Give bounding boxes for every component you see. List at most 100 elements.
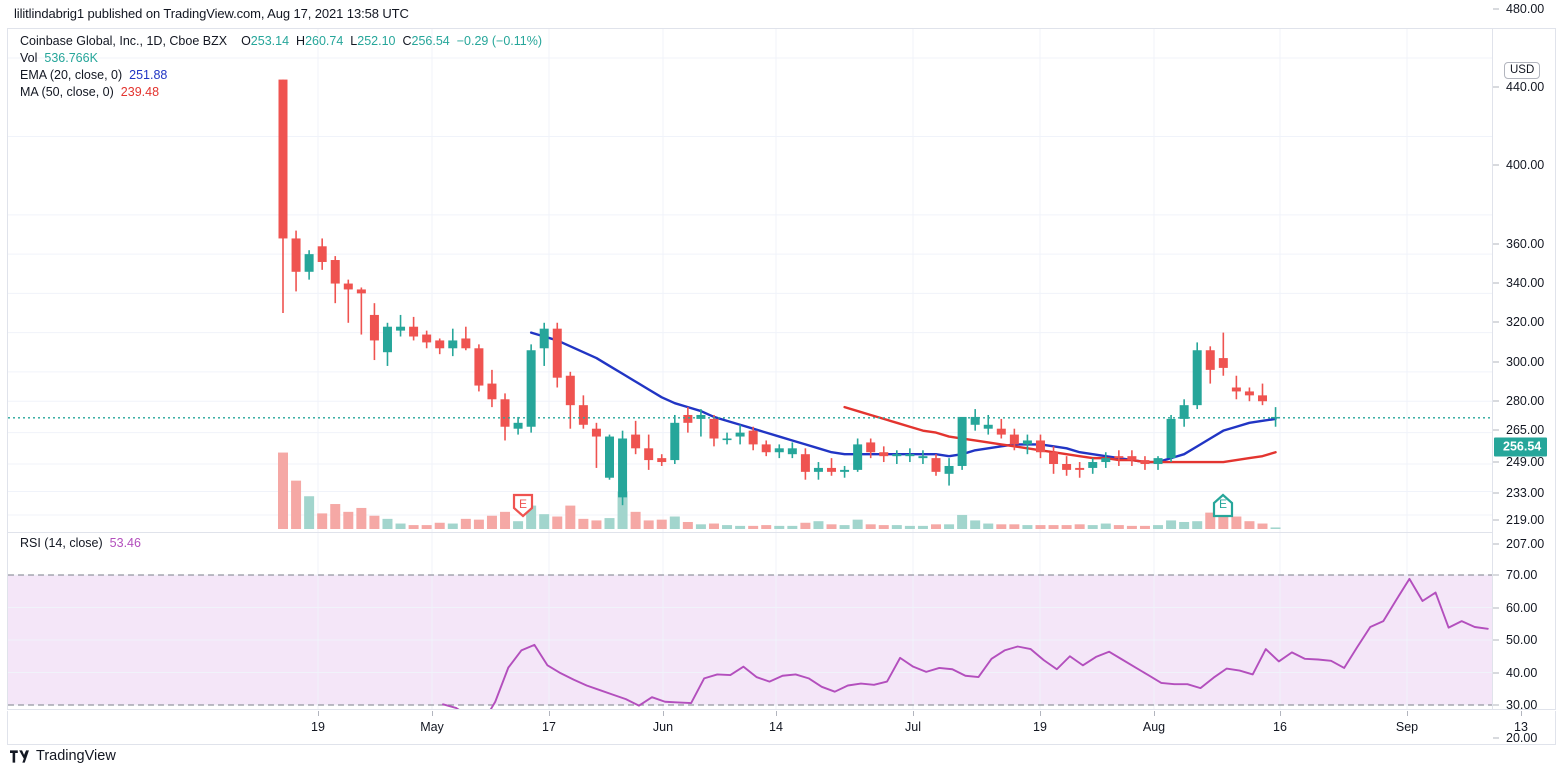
rsi-axis-label: 60.00: [1506, 600, 1538, 615]
candlestick: [1205, 346, 1215, 384]
candlestick: [539, 322, 549, 366]
volume-bar: [617, 491, 628, 529]
candlestick: [304, 250, 314, 280]
candlestick: [1035, 434, 1045, 459]
volume-bar: [473, 519, 484, 529]
candlestick: [1088, 458, 1098, 474]
candlestick: [1244, 387, 1254, 402]
volume-bar: [1179, 521, 1190, 529]
volume-bar: [957, 514, 968, 529]
candlestick: [879, 446, 889, 463]
earnings-marker-down: E: [512, 493, 534, 518]
volume-bar: [604, 518, 615, 529]
rsi-axis-label: 70.00: [1506, 568, 1538, 582]
price-axis-tick: [1493, 400, 1499, 402]
candlestick: [1140, 456, 1150, 470]
candlestick: [1258, 383, 1267, 406]
time-axis-tick: [318, 711, 319, 716]
price-axis-tick: [1493, 282, 1499, 284]
volume-bar: [643, 520, 654, 529]
rsi-axis-label: 30.00: [1506, 698, 1538, 712]
volume-bar: [761, 525, 772, 529]
volume-bar: [539, 514, 550, 529]
volume-bar: [1048, 525, 1059, 529]
rsi-axis-tick: [1493, 574, 1499, 576]
volume-bar: [578, 518, 589, 529]
currency-badge[interactable]: USD: [1504, 62, 1541, 79]
rsi-axis-label: 50.00: [1506, 633, 1538, 647]
rsi-axis-tick: [1493, 639, 1499, 641]
candlestick: [866, 438, 876, 459]
candlestick: [330, 256, 340, 304]
candlestick: [1218, 332, 1228, 376]
rsi-chart-svg: [8, 533, 1492, 709]
volume-bar: [878, 525, 889, 529]
volume-bar: [669, 516, 680, 529]
volume-bar: [304, 496, 315, 529]
volume-bar: [408, 525, 419, 529]
candlestick: [356, 287, 366, 335]
tradingview-brand: TradingView: [10, 748, 116, 764]
candlestick: [435, 338, 445, 355]
candlestick: [1153, 456, 1163, 470]
candlestick: [565, 371, 575, 429]
price-axis-label: 265.00: [1506, 423, 1545, 438]
volume-bar: [1192, 521, 1203, 529]
candlestick: [382, 322, 392, 366]
candlestick: [317, 238, 327, 270]
time-axis-label: 13: [1514, 720, 1528, 734]
price-axis-tick: [1493, 361, 1499, 363]
price-axis-tick: [1493, 243, 1499, 245]
volume-bar: [944, 524, 955, 529]
volume-bar: [526, 505, 537, 529]
candlestick: [722, 432, 732, 445]
volume-bar: [1231, 516, 1242, 529]
volume-bar: [931, 524, 941, 529]
volume-bar: [1126, 525, 1137, 529]
volume-bar: [695, 524, 706, 529]
time-axis-tick: [1040, 711, 1041, 716]
rsi-axis-tick: [1493, 704, 1499, 706]
candlestick: [1101, 452, 1111, 468]
candlestick: [552, 322, 562, 388]
price-axis[interactable]: USD 256.54 480.00 440.00 400.00 360.00 340.0…: [1493, 2, 1556, 745]
candlestick: [787, 442, 797, 459]
volume-bar: [1218, 507, 1229, 529]
candlestick: [500, 393, 510, 441]
rsi-pane[interactable]: RSI (14, close) 53.46: [8, 533, 1492, 709]
volume-bar: [395, 523, 406, 529]
candlestick: [461, 326, 471, 351]
tradingview-logo-icon: [10, 749, 30, 763]
svg-text:E: E: [1219, 497, 1227, 511]
time-axis-tick: [663, 711, 664, 716]
earnings-marker-up: E: [1212, 493, 1234, 518]
candlestick: [970, 409, 980, 431]
time-axis[interactable]: 19 May 17 Jun 14 Jul 19 Aug 16 Sep 13: [7, 711, 1556, 745]
price-axis-tick: [1493, 519, 1499, 521]
candlestick: [448, 328, 458, 357]
volume-bar: [748, 525, 759, 529]
candlestick: [591, 422, 601, 468]
current-price-badge: 256.54: [1494, 437, 1548, 457]
candlestick: [1022, 434, 1032, 455]
volume-bar: [1153, 525, 1164, 529]
volume-bar: [1257, 523, 1268, 529]
candlestick: [800, 448, 810, 480]
brand-name: TradingView: [36, 748, 116, 764]
price-axis-tick: [1493, 8, 1499, 10]
price-axis-label: 300.00: [1506, 354, 1545, 369]
volume-bar: [970, 520, 981, 529]
time-axis-tick: [1280, 711, 1281, 716]
volume-bar: [735, 525, 746, 529]
price-axis-label: 233.00: [1506, 486, 1545, 500]
candlestick: [709, 414, 719, 447]
candlestick: [657, 454, 667, 466]
time-axis-tick: [549, 711, 550, 716]
price-axis-label: 400.00: [1506, 158, 1545, 173]
price-axis-tick: [1493, 164, 1499, 166]
price-axis-label: 219.00: [1506, 513, 1545, 528]
candlestick: [1062, 456, 1072, 476]
